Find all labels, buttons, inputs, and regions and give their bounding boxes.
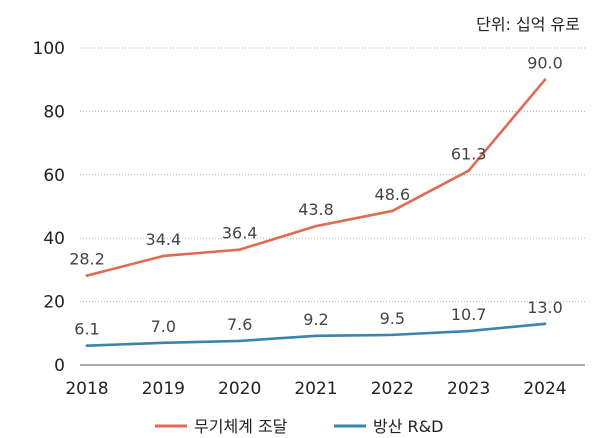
data-label: 13.0	[527, 298, 563, 317]
data-point	[314, 224, 318, 228]
data-label: 6.1	[74, 320, 99, 339]
data-point	[85, 344, 89, 347]
data-point	[391, 333, 394, 337]
data-label: 90.0	[527, 54, 563, 73]
x-tick-label: 2021	[294, 379, 337, 399]
data-label: 48.6	[375, 185, 411, 204]
y-tick-label: 100	[33, 39, 65, 59]
data-label: 10.7	[451, 305, 487, 324]
x-tick-label: 2019	[142, 379, 185, 399]
data-labels: 28.2 34.4 36.4 43.8 48.6 61.3 90.0 6.1 7.0 7.6 9.2…	[69, 54, 563, 339]
data-label: 61.3	[451, 145, 487, 164]
legend-label-2: 방산 R&D	[373, 417, 443, 436]
data-point	[391, 209, 394, 213]
data-label: 7.0	[151, 317, 176, 336]
y-tick-label: 40	[43, 229, 65, 249]
axes: 0 20 40 60 80 100 2018 2019 2020 2021 2022 2023 2024	[33, 39, 567, 399]
x-tick-label: 2020	[218, 379, 261, 399]
unit-label: 단위: 십억 유로	[476, 15, 580, 34]
data-point	[543, 322, 547, 326]
data-label: 43.8	[298, 200, 334, 219]
y-tick-label: 0	[54, 356, 65, 376]
data-point	[314, 334, 318, 338]
data-point	[238, 339, 241, 343]
y-tick-label: 20	[43, 293, 65, 313]
data-point	[85, 274, 89, 277]
data-point	[238, 248, 241, 251]
data-label: 28.2	[69, 250, 105, 269]
data-label: 9.2	[303, 310, 328, 329]
data-label: 36.4	[222, 224, 258, 243]
gridlines	[80, 47, 585, 366]
y-tick-label: 60	[43, 166, 65, 186]
data-point	[162, 341, 165, 345]
data-point	[162, 254, 165, 258]
data-point	[543, 78, 547, 81]
y-tick-label: 80	[43, 102, 65, 122]
x-tick-label: 2024	[523, 379, 566, 399]
legend-label-1: 무기체계 조달	[194, 417, 288, 436]
data-label: 34.4	[146, 230, 182, 249]
x-tick-label: 2018	[65, 379, 108, 399]
data-point	[467, 169, 470, 172]
data-point	[467, 329, 470, 333]
series-group	[85, 78, 547, 347]
legend: 무기체계 조달 방산 R&D	[155, 417, 443, 436]
x-tick-label: 2022	[371, 379, 414, 399]
data-label: 9.5	[380, 309, 405, 328]
data-label: 7.6	[227, 315, 252, 334]
x-tick-label: 2023	[447, 379, 490, 399]
